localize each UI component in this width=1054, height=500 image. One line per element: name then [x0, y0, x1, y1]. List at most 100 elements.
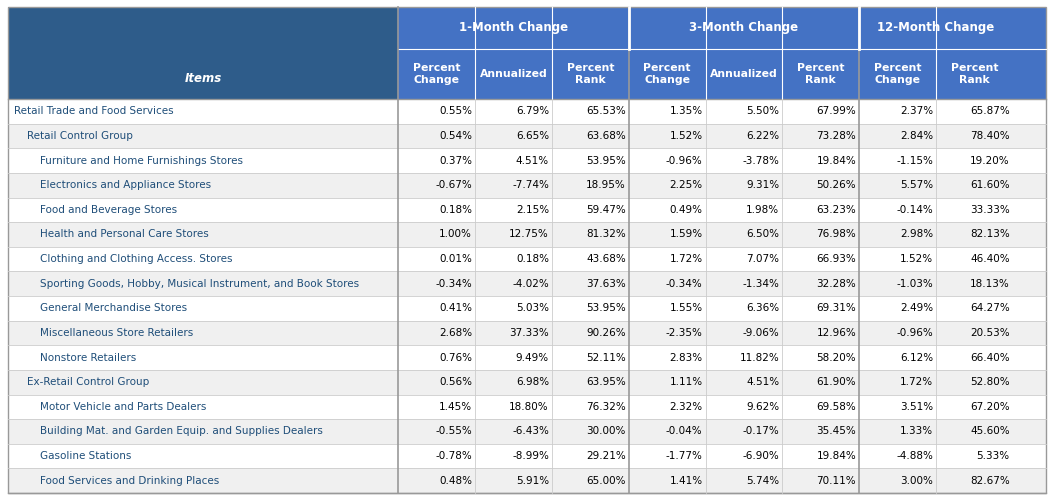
Bar [8, 296, 1046, 320]
Text: 70.11%: 70.11% [817, 476, 856, 486]
Text: 3.00%: 3.00% [900, 476, 933, 486]
Text: 69.31%: 69.31% [817, 304, 856, 314]
Text: 2.84%: 2.84% [900, 131, 933, 141]
Text: 19.20%: 19.20% [970, 156, 1010, 166]
Text: Motor Vehicle and Parts Dealers: Motor Vehicle and Parts Dealers [40, 402, 207, 412]
Text: 1.55%: 1.55% [669, 304, 703, 314]
Text: -7.74%: -7.74% [512, 180, 549, 190]
Text: Percent
Change: Percent Change [413, 63, 461, 85]
Bar [8, 370, 1046, 394]
Text: -0.04%: -0.04% [666, 426, 703, 436]
Text: 6.65%: 6.65% [515, 131, 549, 141]
Text: 4.51%: 4.51% [746, 377, 779, 387]
Text: 65.87%: 65.87% [970, 106, 1010, 117]
Text: 0.56%: 0.56% [440, 377, 472, 387]
Text: 82.67%: 82.67% [970, 476, 1010, 486]
Text: -0.34%: -0.34% [666, 278, 703, 288]
Text: -4.02%: -4.02% [512, 278, 549, 288]
Text: Percent
Change: Percent Change [874, 63, 921, 85]
Text: 6.79%: 6.79% [515, 106, 549, 117]
Text: 9.62%: 9.62% [746, 402, 779, 412]
Text: -0.14%: -0.14% [896, 205, 933, 215]
Text: 1.35%: 1.35% [669, 106, 703, 117]
Bar [629, 7, 859, 49]
Text: 63.68%: 63.68% [586, 131, 626, 141]
Text: -4.88%: -4.88% [896, 451, 933, 461]
Text: Gasoline Stations: Gasoline Stations [40, 451, 132, 461]
Text: 6.98%: 6.98% [515, 377, 549, 387]
Text: 66.93%: 66.93% [817, 254, 856, 264]
Text: 63.23%: 63.23% [817, 205, 856, 215]
Text: 1.72%: 1.72% [900, 377, 933, 387]
Text: 6.12%: 6.12% [900, 352, 933, 362]
Text: 45.60%: 45.60% [970, 426, 1010, 436]
Text: 52.11%: 52.11% [586, 352, 626, 362]
Text: 4.51%: 4.51% [515, 156, 549, 166]
Text: 0.54%: 0.54% [440, 131, 472, 141]
Text: 33.33%: 33.33% [970, 205, 1010, 215]
Text: 18.95%: 18.95% [586, 180, 626, 190]
Text: 9.49%: 9.49% [515, 352, 549, 362]
Text: 73.28%: 73.28% [817, 131, 856, 141]
Text: 0.37%: 0.37% [440, 156, 472, 166]
Bar [398, 49, 1046, 99]
Text: 76.32%: 76.32% [586, 402, 626, 412]
Text: -6.43%: -6.43% [512, 426, 549, 436]
Text: -8.99%: -8.99% [512, 451, 549, 461]
Text: 1.11%: 1.11% [669, 377, 703, 387]
Text: 65.00%: 65.00% [586, 476, 626, 486]
Text: 19.84%: 19.84% [817, 451, 856, 461]
Text: 58.20%: 58.20% [817, 352, 856, 362]
Text: -1.03%: -1.03% [896, 278, 933, 288]
Text: 1.98%: 1.98% [746, 205, 779, 215]
Text: 2.15%: 2.15% [515, 205, 549, 215]
Text: 9.31%: 9.31% [746, 180, 779, 190]
Text: 6.50%: 6.50% [746, 230, 779, 239]
Text: 12.75%: 12.75% [509, 230, 549, 239]
Text: 12-Month Change: 12-Month Change [877, 22, 995, 35]
Text: 67.99%: 67.99% [817, 106, 856, 117]
Text: 5.91%: 5.91% [515, 476, 549, 486]
Text: Electronics and Appliance Stores: Electronics and Appliance Stores [40, 180, 211, 190]
Text: 0.49%: 0.49% [669, 205, 703, 215]
Text: 1.59%: 1.59% [669, 230, 703, 239]
Bar [8, 198, 1046, 222]
Text: Building Mat. and Garden Equip. and Supplies Dealers: Building Mat. and Garden Equip. and Supp… [40, 426, 323, 436]
Text: 52.80%: 52.80% [970, 377, 1010, 387]
Text: 50.26%: 50.26% [817, 180, 856, 190]
Text: -0.96%: -0.96% [896, 328, 933, 338]
Text: 67.20%: 67.20% [970, 402, 1010, 412]
Bar [8, 320, 1046, 345]
Text: Annualized: Annualized [710, 69, 778, 79]
Text: 1.45%: 1.45% [438, 402, 472, 412]
Text: 5.57%: 5.57% [900, 180, 933, 190]
Text: 5.74%: 5.74% [746, 476, 779, 486]
Text: Items: Items [184, 72, 221, 85]
Text: 76.98%: 76.98% [817, 230, 856, 239]
Bar [859, 7, 1046, 49]
Text: 64.27%: 64.27% [970, 304, 1010, 314]
Text: 90.26%: 90.26% [586, 328, 626, 338]
Text: 43.68%: 43.68% [586, 254, 626, 264]
Text: -1.34%: -1.34% [742, 278, 779, 288]
Text: 0.41%: 0.41% [440, 304, 472, 314]
Text: 1.52%: 1.52% [669, 131, 703, 141]
Bar [8, 246, 1046, 272]
Bar [8, 419, 1046, 444]
Text: Ex-Retail Control Group: Ex-Retail Control Group [27, 377, 150, 387]
Text: Percent
Rank: Percent Rank [567, 63, 614, 85]
Text: 19.84%: 19.84% [817, 156, 856, 166]
Bar [8, 222, 1046, 246]
Text: Nonstore Retailers: Nonstore Retailers [40, 352, 136, 362]
Text: 3.51%: 3.51% [900, 402, 933, 412]
Text: -3.78%: -3.78% [742, 156, 779, 166]
Text: Retail Control Group: Retail Control Group [27, 131, 133, 141]
Text: 11.82%: 11.82% [740, 352, 779, 362]
Text: 37.63%: 37.63% [586, 278, 626, 288]
Bar [8, 468, 1046, 493]
Text: 0.18%: 0.18% [515, 254, 549, 264]
Text: 0.48%: 0.48% [440, 476, 472, 486]
Text: 2.25%: 2.25% [669, 180, 703, 190]
Text: 2.98%: 2.98% [900, 230, 933, 239]
Text: 29.21%: 29.21% [586, 451, 626, 461]
